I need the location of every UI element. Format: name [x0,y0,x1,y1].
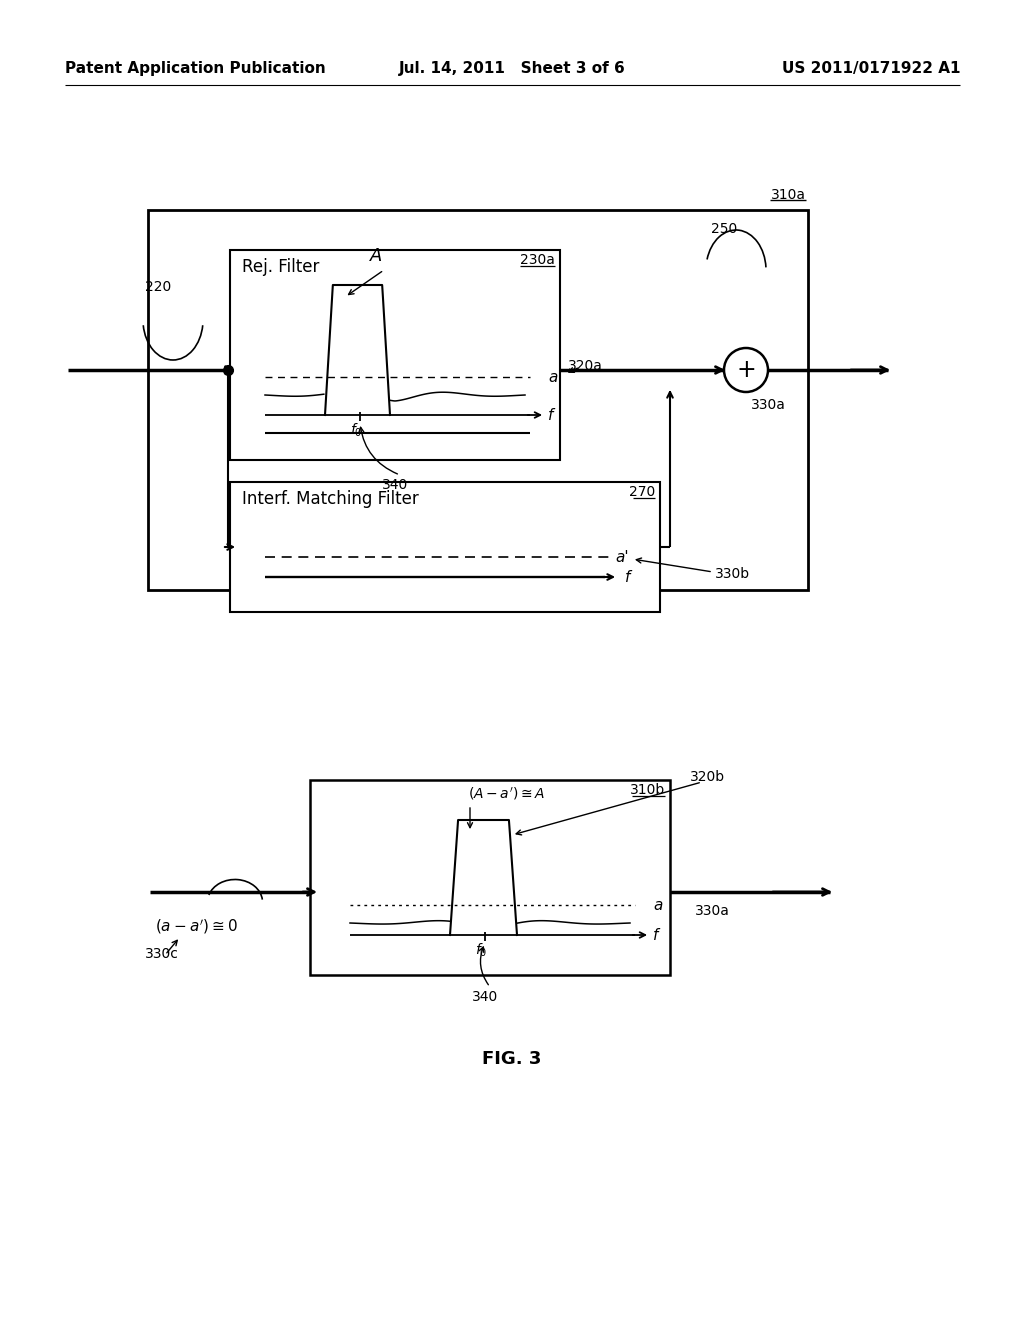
Text: f: f [653,928,658,942]
Text: f: f [548,408,553,422]
Text: 270: 270 [629,484,655,499]
Text: 330b: 330b [715,568,751,581]
Text: 320b: 320b [690,770,725,784]
Text: 330c: 330c [145,946,179,961]
Bar [230,249,560,459]
Bar [310,780,670,975]
Text: Rej. Filter: Rej. Filter [242,257,319,276]
Text: Patent Application Publication: Patent Application Publication [65,61,326,75]
Text: $(A-a')\cong A$: $(A-a')\cong A$ [468,785,545,803]
Text: $(a-a')\cong 0$: $(a-a')\cong 0$ [155,917,238,936]
Text: a: a [548,370,557,384]
Text: 310a: 310a [771,187,806,202]
Text: 330a: 330a [751,399,785,412]
Text: US 2011/0171922 A1: US 2011/0171922 A1 [781,61,961,75]
Text: 310b: 310b [630,783,665,797]
Text: 340: 340 [472,990,498,1005]
Bar [148,210,808,590]
Text: FIG. 3: FIG. 3 [482,1049,542,1068]
Text: $f_0$: $f_0$ [350,422,362,440]
Circle shape [724,348,768,392]
Text: 250: 250 [711,222,737,236]
Text: 330a: 330a [695,904,730,917]
Text: 230a: 230a [520,253,555,267]
Text: A: A [370,247,382,265]
Text: 220: 220 [144,280,171,294]
Text: 340: 340 [382,478,409,492]
Text: $f_0$: $f_0$ [475,942,487,960]
Text: 320a: 320a [568,359,603,374]
Text: Interf. Matching Filter: Interf. Matching Filter [242,490,419,508]
Text: +: + [736,358,756,381]
Text: a': a' [615,549,629,565]
Text: a: a [653,898,663,912]
Bar [230,482,660,612]
Text: f: f [625,569,631,585]
Text: Jul. 14, 2011   Sheet 3 of 6: Jul. 14, 2011 Sheet 3 of 6 [398,61,626,75]
